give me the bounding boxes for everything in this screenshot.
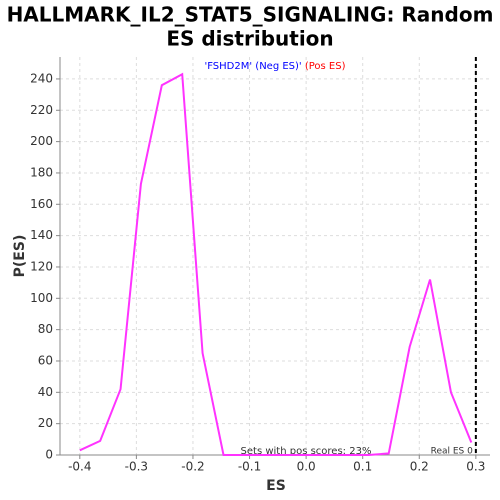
real-es-label: Real ES 0 — [431, 447, 474, 457]
y-tick-label: 40 — [38, 385, 53, 399]
x-tick-label: 0.1 — [353, 460, 372, 474]
y-tick-label: 180 — [30, 165, 53, 179]
x-tick-label: -0.3 — [125, 460, 148, 474]
y-tick-label: 140 — [30, 228, 53, 242]
annotation: Sets with pos scores: 23% — [241, 446, 372, 457]
x-tick-label: -0.1 — [238, 460, 261, 474]
legend: 'FSHD2M' (Neg ES)' (Pos ES) — [204, 61, 345, 72]
chart-subtitle: ES distribution — [166, 27, 333, 51]
x-tick-label: 0.0 — [297, 460, 316, 474]
y-tick-label: 120 — [30, 259, 53, 273]
data-line — [79, 72, 473, 456]
y-tick-label: 240 — [30, 71, 53, 85]
y-tick-label: 220 — [30, 103, 53, 117]
x-axis-label: ES — [266, 478, 286, 494]
x-tick-label: 0.2 — [410, 460, 429, 474]
x-tick-label: 0.3 — [466, 460, 485, 474]
chart-title: HALLMARK_IL2_STAT5_SIGNALING: Random — [7, 3, 494, 27]
y-tick-label: 100 — [30, 291, 53, 305]
x-tick-label: -0.4 — [68, 460, 91, 474]
y-tick-label: 160 — [30, 197, 53, 211]
y-tick-label: 20 — [38, 416, 53, 430]
y-tick-label: 80 — [38, 322, 53, 336]
y-tick-label: 60 — [38, 353, 53, 367]
x-tick-label: -0.2 — [181, 460, 204, 474]
y-tick-label: 0 — [45, 448, 53, 462]
y-axis-label: P(ES) — [12, 235, 28, 278]
legend-entry: 'FSHD2M' (Neg ES)' — [204, 61, 301, 72]
legend-entry: (Pos ES) — [302, 61, 346, 72]
y-tick-label: 200 — [30, 134, 53, 148]
